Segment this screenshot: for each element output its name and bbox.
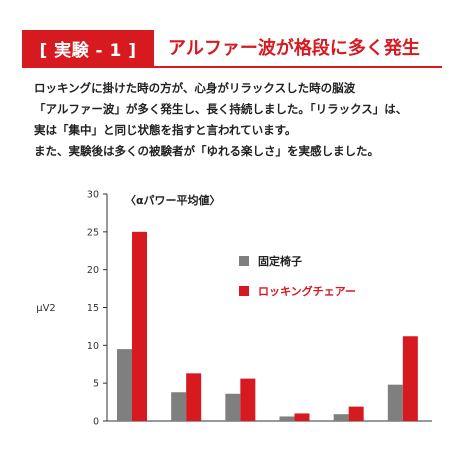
bar-fixed-chair (387, 384, 403, 421)
y-tick-label: 0 (93, 417, 99, 428)
bar-rocking-chair (294, 413, 310, 421)
bar-rocking-chair (240, 378, 256, 421)
section-header: [ 実験 - 1 ] アルファー波が格段に多く発生 (22, 30, 442, 68)
y-tick-label: 10 (87, 341, 99, 352)
chart-title: 〈αパワー平均値〉 (125, 193, 221, 207)
legend-label-fixed-chair: 固定椅子 (258, 254, 302, 268)
bar-rocking-chair (132, 231, 147, 421)
bar-rocking-chair (402, 336, 418, 421)
bar-fixed-chair (225, 393, 241, 421)
y-axis-label: μV2 (36, 303, 56, 314)
y-tick-label: 5 (93, 379, 99, 390)
section-headline: アルファー波が格段に多く発生 (168, 38, 420, 59)
y-tick-label: 15 (87, 303, 99, 314)
y-tick-label: 30 (87, 190, 99, 201)
description-line-3: 実は「集中」と同じ状態を指すと言われています。 (34, 123, 297, 137)
bar-fixed-chair (171, 392, 187, 421)
legend-label-rocking-chair: ロッキングチェアー (258, 284, 356, 298)
bar-fixed-chair (279, 416, 295, 421)
legend-swatch-fixed-chair (239, 256, 249, 266)
y-tick-label: 25 (87, 227, 99, 238)
bar-rocking-chair (186, 373, 202, 421)
bar-rocking-chair (348, 406, 364, 421)
bar-fixed-chair (333, 414, 349, 421)
description-text: ロッキングに掛けた時の方が、心身がリラックスした時の脳波 「アルファー波」が多く… (34, 78, 454, 162)
bar-fixed-chair (117, 349, 132, 421)
description-line-4: また、実験後は多くの被験者が「ゆれる楽しさ」を実感しました。 (34, 144, 379, 158)
description-line-1: ロッキングに掛けた時の方が、心身がリラックスした時の脳波 (34, 81, 356, 95)
description-line-2: 「アルファー波」が多く発生し、長く持続しました。「リラックス」は、 (34, 102, 408, 116)
header-underline (22, 66, 442, 68)
legend-swatch-rocking-chair (239, 286, 249, 296)
y-tick-label: 20 (87, 265, 99, 276)
experiment-badge: [ 実験 - 1 ] (22, 30, 154, 66)
